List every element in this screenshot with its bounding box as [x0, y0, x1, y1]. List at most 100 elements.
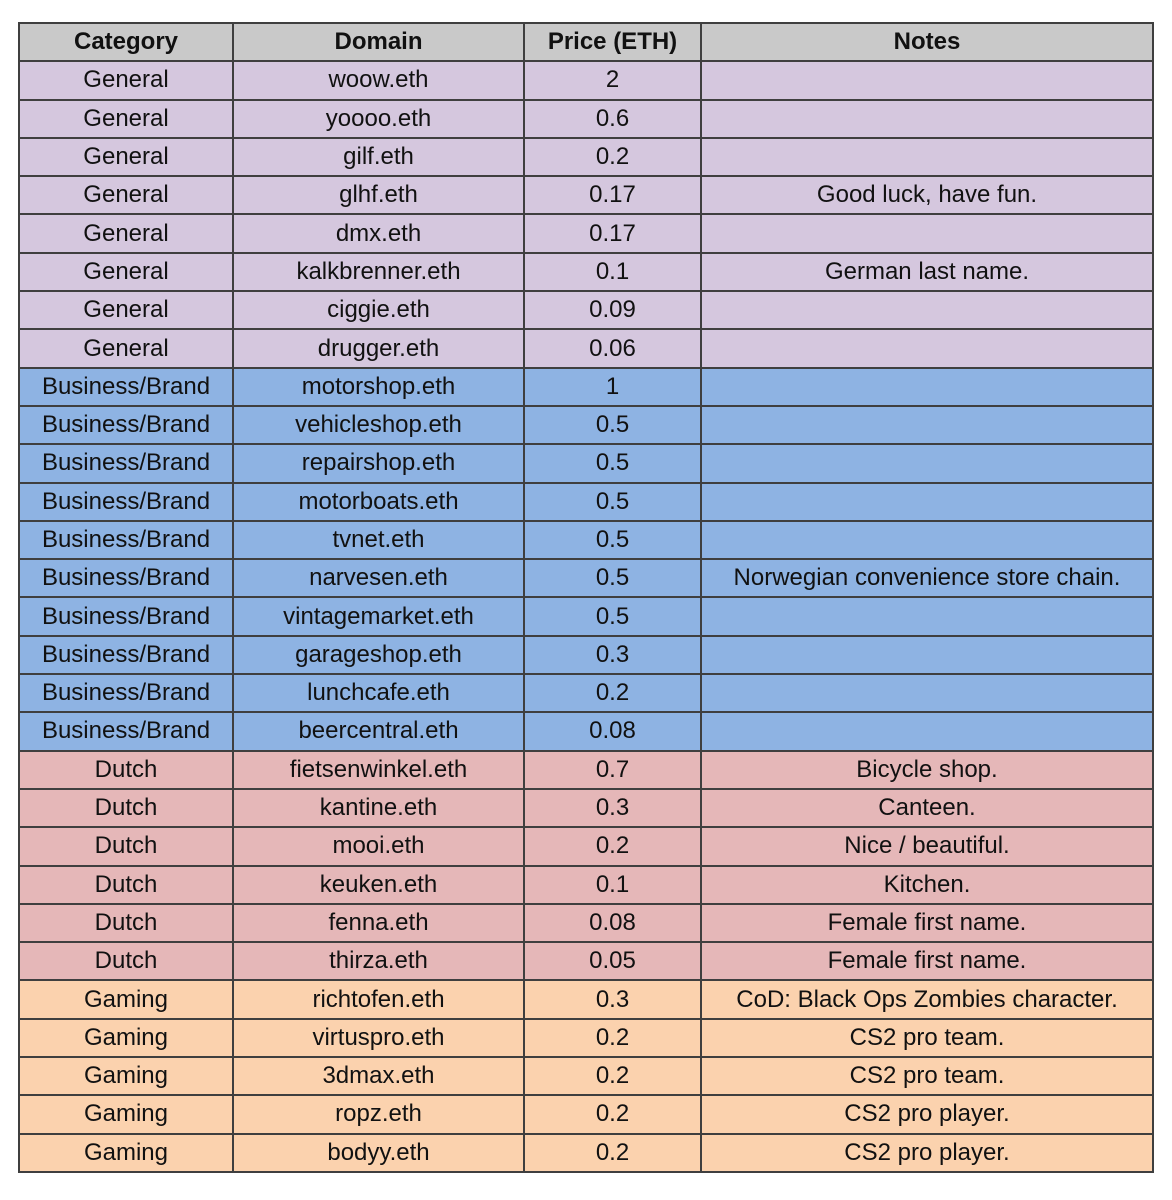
price-cell: 0.5 — [523, 443, 702, 484]
price-cell: 0.2 — [523, 673, 702, 714]
domain-cell: mooi.eth — [232, 826, 525, 867]
table-row: Business/Brand beercentral.eth 0.08 — [18, 711, 1154, 752]
header-price: Price (ETH) — [523, 21, 702, 63]
header-domain: Domain — [232, 21, 525, 63]
notes-cell: Canteen. — [700, 787, 1154, 829]
header-category: Category — [18, 21, 234, 63]
domain-cell: motorshop.eth — [232, 366, 525, 407]
table-row: General woow.eth 2 — [18, 60, 1154, 101]
category-cell: General — [18, 175, 234, 216]
domain-cell: richtofen.eth — [232, 979, 525, 1020]
table-body: General woow.eth 2 General yoooo.eth 0.6 Gener… — [18, 60, 1154, 1173]
table-row: Dutch kantine.eth 0.3 Canteen. — [18, 787, 1154, 829]
notes-cell: CoD: Black Ops Zombies character. — [700, 979, 1154, 1020]
category-cell: Business/Brand — [18, 443, 234, 484]
table-row: Dutch fietsenwinkel.eth 0.7 Bicycle shop. — [18, 749, 1154, 790]
domain-cell: glhf.eth — [232, 175, 525, 216]
category-cell: Business/Brand — [18, 711, 234, 752]
domain-cell: tvnet.eth — [232, 519, 525, 561]
table-row: General gilf.eth 0.2 — [18, 136, 1154, 178]
table-row: General ciggie.eth 0.09 — [18, 290, 1154, 331]
domain-cell: ropz.eth — [232, 1094, 525, 1135]
category-cell: Business/Brand — [18, 596, 234, 637]
table-row: Business/Brand narvesen.eth 0.5 Norwegian c… — [18, 558, 1154, 599]
notes-cell: Kitchen. — [700, 864, 1154, 905]
domain-cell: kalkbrenner.eth — [232, 251, 525, 293]
notes-cell — [700, 673, 1154, 714]
price-cell: 0.17 — [523, 175, 702, 216]
category-cell: Dutch — [18, 902, 234, 944]
table-row: Dutch thirza.eth 0.05 Female first name. — [18, 941, 1154, 982]
domain-price-table: Category Domain Price (ETH) Notes Genera… — [18, 21, 1154, 1173]
table-row: Business/Brand tvnet.eth 0.5 — [18, 519, 1154, 561]
price-cell: 0.17 — [523, 213, 702, 254]
domain-cell: woow.eth — [232, 60, 525, 101]
table-row: Business/Brand vehicleshop.eth 0.5 — [18, 404, 1154, 446]
table-row: Dutch mooi.eth 0.2 Nice / beautiful. — [18, 826, 1154, 867]
category-cell: Business/Brand — [18, 634, 234, 676]
price-cell: 0.06 — [523, 328, 702, 369]
category-cell: Gaming — [18, 1132, 234, 1173]
category-cell: General — [18, 60, 234, 101]
domain-cell: fenna.eth — [232, 902, 525, 944]
table-row: General kalkbrenner.eth 0.1 German last nam… — [18, 251, 1154, 293]
category-cell: General — [18, 98, 234, 139]
domain-cell: motorboats.eth — [232, 481, 525, 522]
price-cell: 0.5 — [523, 558, 702, 599]
price-cell: 0.2 — [523, 1056, 702, 1097]
domain-cell: vintagemarket.eth — [232, 596, 525, 637]
price-cell: 0.3 — [523, 979, 702, 1020]
price-cell: 0.5 — [523, 519, 702, 561]
price-cell: 0.6 — [523, 98, 702, 139]
notes-cell — [700, 711, 1154, 752]
notes-cell — [700, 634, 1154, 676]
notes-cell — [700, 98, 1154, 139]
category-cell: Dutch — [18, 787, 234, 829]
category-cell: Gaming — [18, 1056, 234, 1097]
category-cell: General — [18, 328, 234, 369]
category-cell: General — [18, 136, 234, 178]
table-row: Gaming bodyy.eth 0.2 CS2 pro player. — [18, 1132, 1154, 1173]
notes-cell — [700, 404, 1154, 446]
table-row: Business/Brand vintagemarket.eth 0.5 — [18, 596, 1154, 637]
category-cell: Gaming — [18, 979, 234, 1020]
notes-cell: Female first name. — [700, 902, 1154, 944]
notes-cell — [700, 443, 1154, 484]
notes-cell — [700, 136, 1154, 178]
category-cell: Dutch — [18, 864, 234, 905]
domain-cell: thirza.eth — [232, 941, 525, 982]
domain-cell: narvesen.eth — [232, 558, 525, 599]
notes-cell — [700, 213, 1154, 254]
category-cell: General — [18, 251, 234, 293]
notes-cell: Bicycle shop. — [700, 749, 1154, 790]
notes-cell: CS2 pro team. — [700, 1017, 1154, 1059]
notes-cell — [700, 290, 1154, 331]
table-row: General dmx.eth 0.17 — [18, 213, 1154, 254]
price-cell: 0.7 — [523, 749, 702, 790]
table-row: Gaming 3dmax.eth 0.2 CS2 pro team. — [18, 1056, 1154, 1097]
notes-cell: German last name. — [700, 251, 1154, 293]
price-cell: 0.1 — [523, 864, 702, 905]
price-cell: 0.2 — [523, 136, 702, 178]
category-cell: Business/Brand — [18, 404, 234, 446]
category-cell: Dutch — [18, 941, 234, 982]
price-cell: 0.3 — [523, 634, 702, 676]
price-cell: 0.2 — [523, 1132, 702, 1173]
table-row: Business/Brand garageshop.eth 0.3 — [18, 634, 1154, 676]
table-row: Dutch keuken.eth 0.1 Kitchen. — [18, 864, 1154, 905]
category-cell: Business/Brand — [18, 673, 234, 714]
domain-cell: beercentral.eth — [232, 711, 525, 752]
category-cell: Business/Brand — [18, 558, 234, 599]
category-cell: Dutch — [18, 749, 234, 790]
table-row: General drugger.eth 0.06 — [18, 328, 1154, 369]
table-row: Dutch fenna.eth 0.08 Female first name. — [18, 902, 1154, 944]
price-cell: 0.2 — [523, 1017, 702, 1059]
notes-cell: Nice / beautiful. — [700, 826, 1154, 867]
domain-cell: vehicleshop.eth — [232, 404, 525, 446]
domain-cell: gilf.eth — [232, 136, 525, 178]
notes-cell: Good luck, have fun. — [700, 175, 1154, 216]
table-row: Business/Brand repairshop.eth 0.5 — [18, 443, 1154, 484]
notes-cell — [700, 328, 1154, 369]
price-cell: 0.3 — [523, 787, 702, 829]
table-row: General glhf.eth 0.17 Good luck, have fun. — [18, 175, 1154, 216]
